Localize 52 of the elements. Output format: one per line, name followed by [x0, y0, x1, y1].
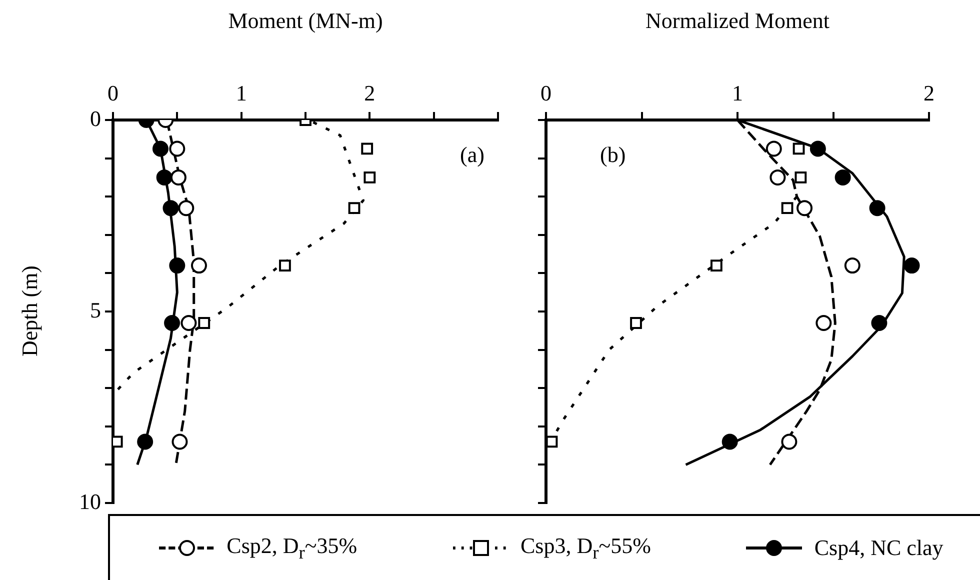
point: [781, 434, 798, 450]
point: [190, 258, 207, 274]
point: [348, 202, 360, 214]
chart-title: Moment (MN-m): [228, 8, 383, 34]
point: [869, 200, 886, 216]
point: [152, 140, 168, 157]
point: [810, 140, 826, 157]
point: [137, 434, 154, 450]
x-tick-label: 2: [924, 80, 934, 106]
point: [904, 258, 920, 274]
point: [794, 172, 807, 184]
y-tick-label: 5: [90, 297, 101, 322]
y-tick-label: 10: [79, 488, 101, 514]
point: [180, 314, 197, 331]
point: [816, 314, 832, 331]
point: [844, 258, 860, 274]
point: [164, 314, 180, 331]
point: [198, 317, 210, 329]
point: [178, 200, 194, 216]
point: [172, 434, 188, 450]
y-tick-label: 0: [90, 106, 101, 131]
point: [162, 200, 179, 216]
point: [766, 140, 782, 157]
legend-label: Csp4, NC clay: [814, 535, 944, 561]
point: [169, 140, 186, 157]
chart-title: Normalized Moment: [646, 8, 830, 34]
x-tick-label: 0: [540, 80, 552, 106]
point: [170, 169, 186, 186]
point: [169, 258, 186, 274]
annotation: (a): [460, 142, 484, 168]
point: [710, 260, 722, 272]
point: [279, 260, 291, 272]
x-tick-label: 1: [732, 80, 743, 106]
point: [546, 436, 558, 448]
point: [871, 314, 888, 331]
x-tick-label: 1: [236, 80, 247, 106]
point: [834, 169, 851, 186]
x-tick-label: 2: [364, 80, 376, 106]
point: [792, 142, 805, 155]
point: [364, 172, 376, 184]
y-axis-title: Depth (m): [17, 265, 43, 357]
point: [156, 169, 172, 186]
annotation: (b): [600, 142, 626, 168]
point: [770, 169, 786, 186]
x-tick-label: 0: [108, 80, 118, 106]
point: [630, 317, 642, 329]
point: [781, 202, 794, 214]
point: [722, 434, 738, 450]
legend-label: Csp2, D$_{r}$~35%: [226, 532, 358, 564]
point: [361, 142, 374, 155]
legend-label: Csp3, D$_{r}$~55%: [520, 532, 651, 564]
point: [796, 200, 813, 216]
